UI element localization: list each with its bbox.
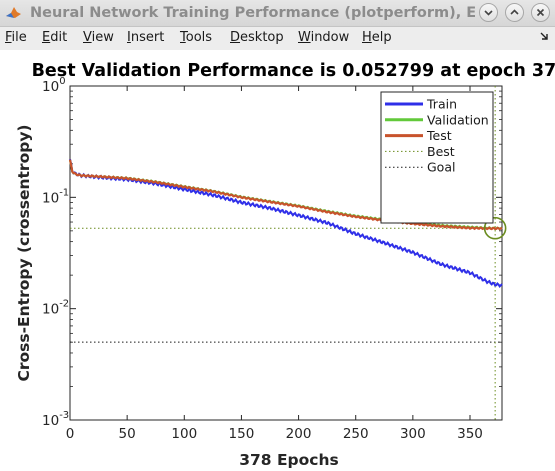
x-tick-label: 300: [400, 426, 426, 442]
menu-file[interactable]: File: [5, 30, 27, 45]
matlab-figure-icon: [6, 7, 21, 18]
close-icon: [536, 8, 545, 17]
x-axis-label: 378 Epochs: [239, 451, 339, 469]
performance-plot: Best Validation Performance is 0.052799 …: [15, 61, 555, 469]
menu-window[interactable]: Window: [298, 30, 350, 45]
y-tick-label: 10-3: [42, 410, 69, 429]
x-tick-label: 200: [286, 426, 312, 442]
legend-box: [380, 91, 494, 224]
menu-tools[interactable]: Tools: [180, 30, 213, 45]
close-button[interactable]: [531, 3, 550, 22]
y-tick-label: 10-2: [42, 299, 69, 318]
menu-help[interactable]: Help: [362, 30, 392, 45]
menu-insert[interactable]: Insert: [127, 30, 165, 45]
legend-label-train: Train: [426, 97, 457, 112]
y-tick-label: 100: [42, 76, 66, 95]
x-tick-label: 100: [171, 426, 197, 442]
figure-canvas: Best Validation Performance is 0.052799 …: [0, 50, 555, 471]
minimize-button[interactable]: [479, 3, 498, 22]
legend-label-best: Best: [427, 144, 455, 159]
dock-figure-icon[interactable]: [539, 31, 550, 42]
maximize-button[interactable]: [505, 3, 524, 22]
menu-desktop[interactable]: Desktop: [230, 30, 284, 45]
legend-label-test: Test: [426, 128, 452, 143]
menu-view[interactable]: View: [83, 30, 114, 45]
x-tick-label: 250: [343, 426, 369, 442]
window-titlebar[interactable]: Neural Network Training Performance (plo…: [0, 0, 555, 27]
legend-label-goal: Goal: [427, 160, 455, 175]
x-tick-label: 0: [66, 426, 75, 442]
test-line: [68, 159, 503, 231]
window-title: Neural Network Training Performance (plo…: [30, 5, 475, 21]
x-tick-label: 350: [457, 426, 483, 442]
chevron-down-icon: [484, 10, 493, 16]
best-marker: [483, 216, 507, 240]
x-tick-label: 150: [229, 426, 255, 442]
y-tick-label: 10-1: [42, 187, 69, 206]
x-tick-label: 50: [119, 426, 136, 442]
chart-title: Best Validation Performance is 0.052799 …: [32, 61, 555, 81]
legend-label-validation: Validation: [427, 112, 489, 127]
menu-edit[interactable]: Edit: [42, 30, 68, 45]
menu-bar: File Edit View Insert Tools Desktop Wind…: [0, 27, 555, 49]
chevron-up-icon: [510, 9, 519, 15]
y-axis-label: Cross-Entropy (crossentropy): [15, 124, 33, 381]
